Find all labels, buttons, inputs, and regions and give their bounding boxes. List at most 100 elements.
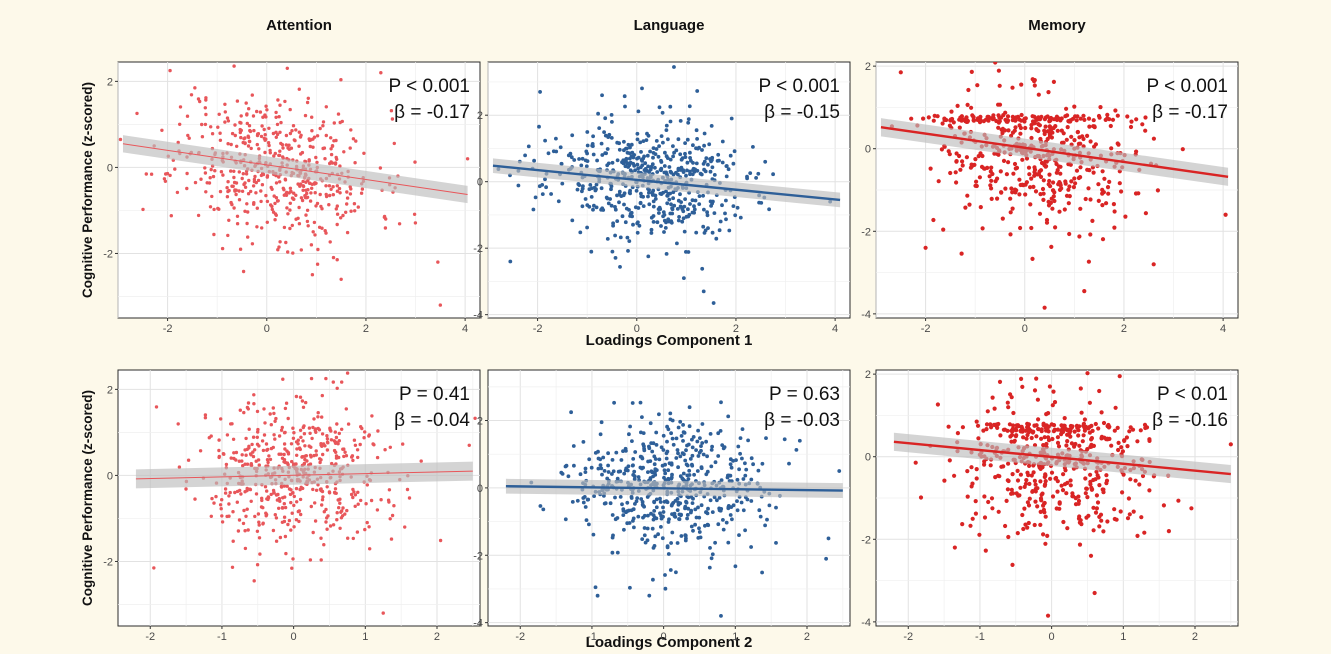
data-point: [325, 516, 329, 520]
data-point: [585, 203, 590, 208]
data-point: [294, 193, 298, 197]
data-point: [585, 143, 590, 148]
data-point: [1001, 158, 1007, 163]
data-point: [947, 458, 952, 463]
data-point: [208, 176, 212, 180]
data-point: [160, 128, 164, 132]
data-point: [671, 442, 676, 447]
data-point: [731, 161, 736, 166]
data-point: [1038, 479, 1043, 484]
data-point: [556, 199, 561, 204]
data-point: [262, 407, 266, 411]
data-point: [974, 179, 979, 184]
data-point: [720, 139, 725, 144]
data-point: [1032, 165, 1037, 170]
data-point: [223, 102, 227, 107]
data-point: [1151, 262, 1156, 267]
data-point: [351, 487, 355, 492]
data-point: [728, 153, 733, 158]
data-point: [311, 230, 315, 234]
data-point: [1015, 478, 1021, 483]
data-point: [662, 468, 667, 473]
data-point: [726, 414, 731, 419]
data-point: [1096, 113, 1102, 119]
data-point: [334, 435, 339, 440]
data-point: [989, 425, 994, 430]
data-point: [654, 430, 659, 435]
data-point: [649, 441, 654, 445]
data-point: [301, 188, 305, 192]
data-point: [717, 495, 722, 500]
data-point: [971, 118, 977, 123]
data-point: [338, 120, 342, 125]
data-point: [1094, 469, 1099, 474]
data-point: [1052, 198, 1057, 204]
data-point: [405, 487, 410, 492]
data-point: [605, 237, 610, 241]
data-point: [978, 114, 983, 119]
data-point: [304, 188, 308, 192]
data-point: [154, 405, 159, 409]
data-point: [297, 130, 301, 134]
data-point: [1122, 438, 1127, 443]
data-point: [1151, 136, 1156, 141]
data-point: [716, 431, 721, 436]
data-point: [307, 181, 312, 185]
data-point: [690, 172, 695, 177]
data-point: [693, 198, 698, 203]
data-point: [984, 422, 990, 427]
data-point: [686, 214, 691, 219]
data-point: [675, 508, 680, 512]
data-point: [690, 463, 695, 468]
data-point: [1104, 481, 1109, 486]
data-point: [686, 495, 691, 500]
data-point: [337, 186, 342, 191]
data-point: [283, 534, 288, 539]
data-point: [709, 556, 714, 561]
column-title: Attention: [266, 17, 332, 34]
data-point: [336, 442, 340, 446]
data-point: [313, 501, 317, 505]
data-point: [273, 218, 277, 222]
data-point: [332, 139, 336, 143]
data-point: [1090, 218, 1095, 223]
data-point: [724, 217, 728, 222]
data-point: [635, 496, 640, 500]
data-point: [1076, 433, 1081, 438]
data-point: [312, 135, 317, 139]
data-point: [622, 139, 626, 144]
data-point: [240, 189, 245, 193]
data-point: [695, 469, 700, 473]
data-point: [1010, 472, 1015, 477]
data-point: [1075, 130, 1080, 135]
data-point: [713, 540, 717, 545]
data-point: [1140, 122, 1145, 127]
data-point: [1051, 79, 1056, 84]
data-point: [618, 495, 623, 499]
data-point: [590, 142, 595, 146]
data-point: [244, 436, 248, 441]
data-point: [1081, 421, 1086, 426]
data-point: [367, 525, 371, 529]
data-point: [281, 496, 285, 500]
data-point: [338, 191, 342, 195]
data-point: [1023, 116, 1028, 121]
data-point: [225, 186, 229, 190]
data-point: [295, 500, 299, 504]
data-point: [1021, 526, 1026, 532]
data-point: [340, 514, 345, 518]
data-point: [203, 413, 208, 417]
data-point: [641, 515, 645, 520]
data-point: [223, 491, 228, 495]
data-point: [244, 101, 248, 105]
data-point: [743, 461, 747, 466]
data-point: [1102, 176, 1107, 181]
data-point: [324, 105, 328, 109]
data-point: [220, 246, 225, 251]
data-point: [633, 205, 638, 210]
data-point: [626, 249, 630, 253]
x-tick-label: -2: [533, 323, 543, 335]
data-point: [714, 236, 719, 241]
data-point: [1100, 237, 1106, 242]
data-point: [644, 138, 649, 143]
